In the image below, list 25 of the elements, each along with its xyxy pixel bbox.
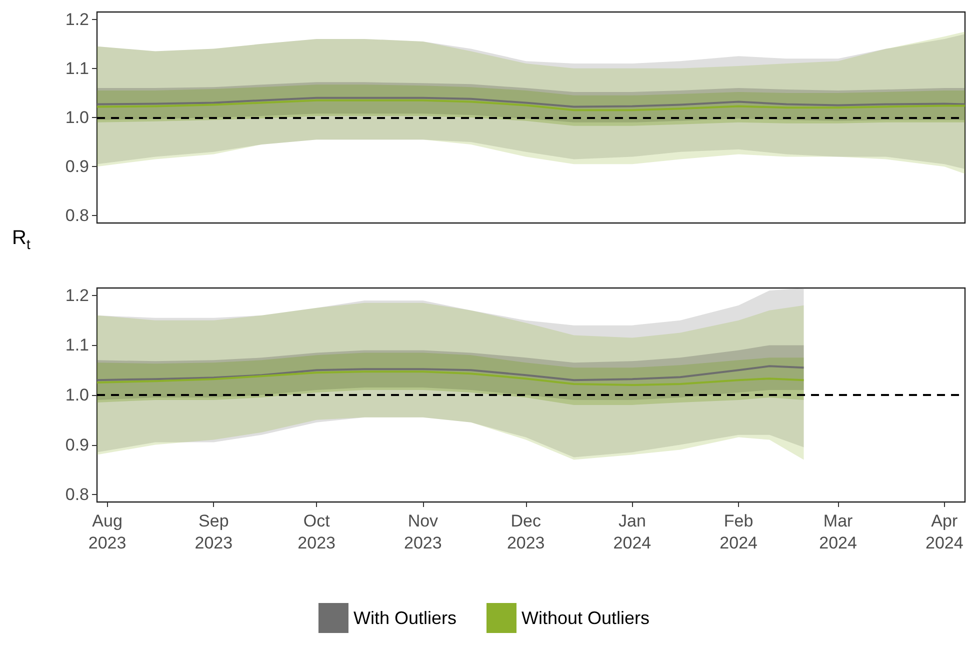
y-tick-label: 1.1	[65, 336, 89, 355]
x-tick-label: Mar 2024	[819, 512, 857, 552]
line-series	[96, 96, 966, 108]
y-tick-label: 0.8	[65, 485, 89, 504]
x-tick-label: Nov 2023	[404, 512, 442, 552]
x-tick-label: Oct 2023	[298, 512, 336, 552]
y-tick-label: 0.9	[65, 157, 89, 176]
y-tick-label: 1.2	[65, 286, 89, 305]
x-tick-label: Dec 2023	[506, 512, 545, 552]
line-series	[96, 365, 805, 382]
y-tick-label: 1.1	[65, 58, 89, 78]
y-tick-label: 1.2	[65, 10, 89, 29]
x-tick-label: Sep 2023	[194, 512, 233, 552]
line-series	[96, 99, 966, 112]
line-series	[96, 370, 805, 386]
y-tick-label: 0.8	[65, 206, 89, 226]
x-tick-label: Apr 2024	[926, 512, 964, 552]
legend-label: With Outliers	[353, 608, 457, 628]
y-tick-label: 1.0	[65, 386, 89, 404]
legend-label: Without Outliers	[521, 608, 650, 628]
x-tick-label: Jan 2024	[613, 512, 652, 552]
y-tick-label: 0.9	[65, 435, 89, 454]
y-tick-label: 1.0	[65, 108, 89, 127]
x-tick-label: Aug 2023	[88, 512, 126, 552]
x-tick-label: Feb 2024	[720, 512, 758, 552]
